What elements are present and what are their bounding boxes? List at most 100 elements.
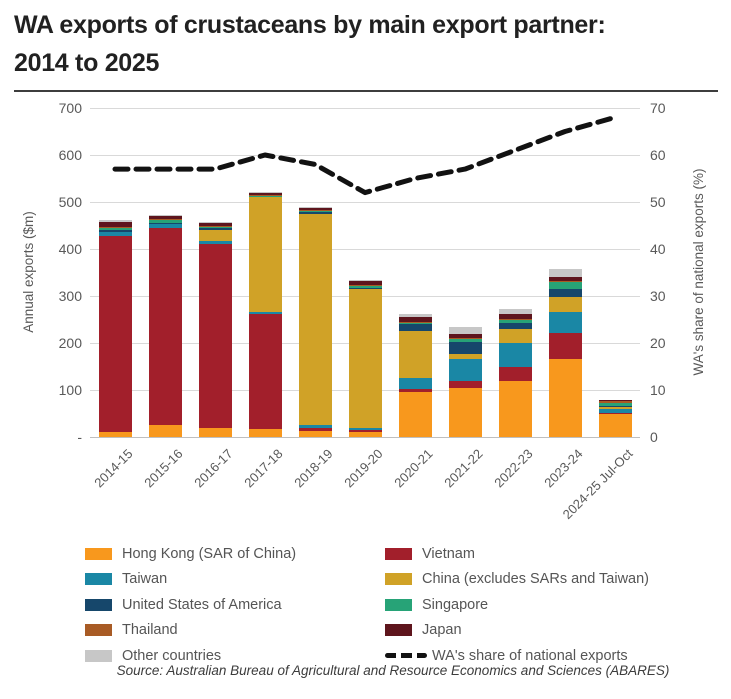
bar-segment-usa	[548, 288, 582, 298]
legend-item-japan: Japan	[385, 622, 665, 638]
right-axis-tick-label: 60	[650, 147, 666, 163]
legend-label-singapore: Singapore	[422, 596, 489, 613]
gridline	[90, 155, 640, 156]
bar-segment-hong-kong	[148, 425, 182, 437]
left-axis-tick-label: 200	[58, 335, 82, 351]
bar-segment-japan	[598, 399, 632, 402]
left-axis-tick-label: 300	[58, 288, 82, 304]
bar-segment-hong-kong	[98, 432, 132, 437]
bar-segment-taiwan	[198, 241, 232, 245]
bar-segment-usa	[498, 323, 532, 329]
bar-segment-other	[98, 220, 132, 222]
bar-segment-hong-kong	[498, 380, 532, 437]
legend-label-vietnam: Vietnam	[422, 545, 475, 562]
bar-segment-vietnam	[98, 235, 132, 433]
bar-segment-thailand	[98, 226, 132, 228]
x-axis-category-label: 2019-20	[341, 446, 386, 491]
bar-segment-thailand	[298, 209, 332, 211]
bar-segment-usa	[398, 323, 432, 332]
bar-segment-thailand	[148, 219, 182, 221]
left-axis-tick-label: 600	[58, 147, 82, 163]
bar-segment-thailand	[248, 194, 282, 196]
bar-segment-thailand	[548, 281, 582, 283]
legend-label-hong-kong: Hong Kong (SAR of China)	[122, 545, 297, 562]
gridline	[90, 108, 640, 109]
bar-segment-singapore	[498, 319, 532, 324]
bar-segment-singapore	[248, 195, 282, 197]
bar-segment-japan	[448, 333, 482, 339]
bar-segment-other	[348, 279, 382, 282]
bar-segment-singapore	[148, 220, 182, 223]
legend-swatch-hong-kong	[85, 547, 112, 560]
bar-segment-singapore	[598, 402, 632, 406]
right-axis-tick-label: 0	[650, 429, 658, 445]
legend-swatch-japan	[385, 624, 412, 637]
bar-segment-china	[348, 289, 382, 429]
legend-label-other-countries: Other countries	[122, 647, 222, 664]
left-axis-tick-label: -	[77, 429, 82, 445]
chart-legend: Hong Kong (SAR of China) Vietnam Taiwan …	[85, 541, 665, 669]
legend-dashed-line-icon	[385, 653, 427, 659]
bar-segment-thailand	[198, 225, 232, 227]
right-axis-tick-label: 70	[650, 100, 666, 116]
bar-segment-vietnam	[548, 332, 582, 360]
bar-segment-japan	[348, 281, 382, 286]
bar-segment-hong-kong	[448, 387, 482, 437]
bar-segment-thailand	[498, 318, 532, 320]
bar-segment-japan	[548, 276, 582, 282]
bar-segment-vietnam	[198, 244, 232, 428]
bar-segment-japan	[198, 222, 232, 226]
legend-label-usa: United States of America	[122, 596, 282, 613]
legend-item-singapore: Singapore	[385, 597, 665, 613]
bar-segment-other	[398, 313, 432, 318]
bar-segment-other	[198, 221, 232, 223]
bar-segment-vietnam	[148, 227, 182, 426]
bar-segment-japan	[298, 207, 332, 210]
bar-segment-taiwan	[448, 359, 482, 381]
legend-label-taiwan: Taiwan	[122, 571, 168, 588]
left-axis-tick-label: 700	[58, 100, 82, 116]
x-axis-category-label: 2017-18	[241, 446, 286, 491]
gridline	[90, 202, 640, 203]
legend-swatch-usa	[85, 598, 112, 611]
bar-segment-thailand	[448, 338, 482, 340]
bar-segment-china	[598, 406, 632, 409]
left-axis-tick-label: 500	[58, 194, 82, 210]
legend-item-china: China (excludes SARs and Taiwan)	[385, 571, 665, 587]
legend-item-thailand: Thailand	[85, 622, 385, 638]
right-axis-tick-label: 50	[650, 194, 666, 210]
left-axis-title: Annual exports ($m)	[21, 211, 36, 333]
legend-label-thailand: Thailand	[122, 622, 178, 639]
legend-swatch-taiwan	[85, 573, 112, 586]
x-axis-line	[90, 437, 640, 438]
bar-segment-usa	[198, 228, 232, 230]
bar-segment-other	[448, 326, 482, 334]
bar-segment-hong-kong	[198, 427, 232, 437]
chart-title-line2: 2014 to 2025	[14, 49, 160, 77]
legend-item-usa: United States of America	[85, 597, 385, 613]
bar-segment-thailand	[348, 285, 382, 287]
bar-segment-china	[498, 328, 532, 343]
x-axis-category-label: 2023-24	[541, 446, 586, 491]
left-axis-tick-label: 100	[58, 382, 82, 398]
bar-segment-usa	[448, 342, 482, 354]
right-axis-tick-label: 10	[650, 382, 666, 398]
legend-item-vietnam: Vietnam	[385, 546, 665, 562]
legend-item-other-countries: Other countries	[85, 648, 385, 664]
bar-segment-usa	[298, 212, 332, 214]
bar-segment-thailand	[398, 321, 432, 323]
bar-segment-other	[498, 308, 532, 314]
bar-segment-other	[248, 192, 282, 194]
legend-item-hong-kong: Hong Kong (SAR of China)	[85, 546, 385, 562]
bar-segment-usa	[598, 405, 632, 407]
bar-segment-taiwan	[248, 311, 282, 314]
bar-segment-taiwan	[548, 311, 582, 333]
bar-segment-singapore	[398, 322, 432, 324]
bar-segment-hong-kong	[398, 392, 432, 437]
bar-segment-vietnam	[348, 430, 382, 433]
legend-swatch-thailand	[85, 624, 112, 637]
bar-segment-thailand	[598, 401, 632, 403]
bar-segment-usa	[348, 287, 382, 290]
bar-segment-japan	[498, 313, 532, 319]
bar-segment-china	[298, 213, 332, 426]
